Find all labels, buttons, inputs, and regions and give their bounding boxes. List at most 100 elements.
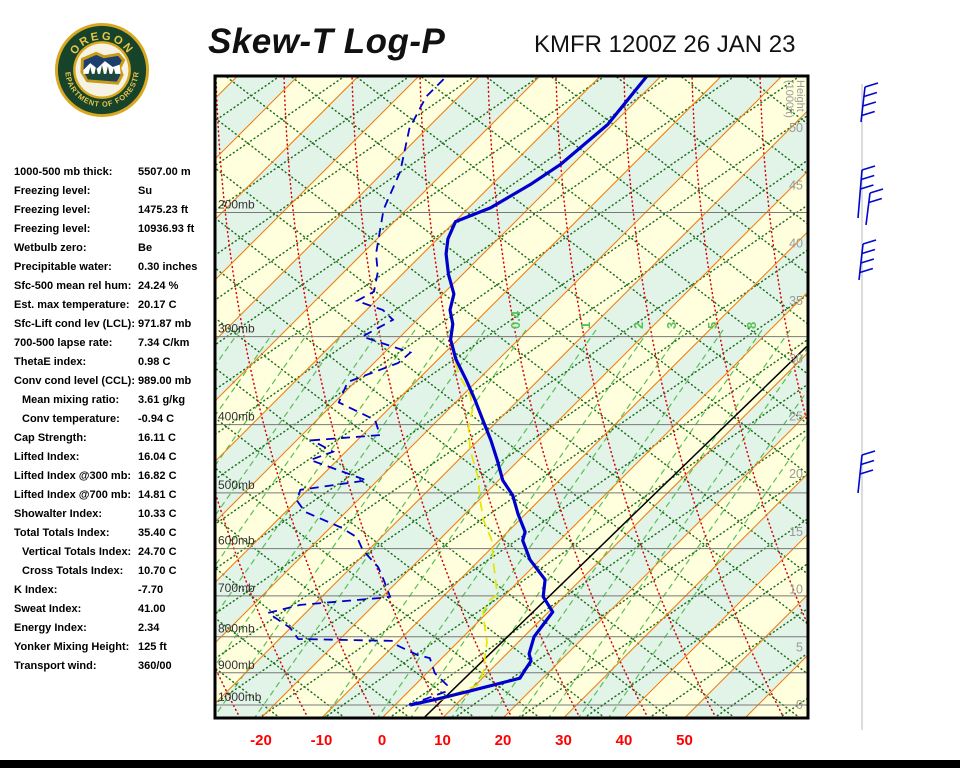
- index-label: Cross Totals Index:: [22, 565, 124, 577]
- index-label: Vertical Totals Index:: [22, 546, 132, 558]
- index-label: Energy Index:: [14, 622, 87, 634]
- temp-axis-label: 10: [434, 732, 451, 749]
- pressure-label: 1000mb: [218, 690, 262, 704]
- index-value: 2.34: [138, 622, 160, 634]
- chart-border: [213, 74, 810, 720]
- index-label: K Index:: [14, 584, 58, 596]
- mixing-ratio-label: 8: [744, 322, 759, 329]
- index-row: Yonker Mixing Height: 125 ft: [14, 638, 219, 657]
- green-dotted-lines-a: [215, 76, 808, 718]
- station-id: KMFR 1200Z 26 JAN 23: [534, 31, 796, 58]
- index-value: 971.87 mb: [138, 318, 192, 330]
- height-label: 5: [796, 640, 803, 654]
- temp-axis-label: 40: [616, 732, 633, 749]
- mixing-ratio-label: 1: [578, 322, 593, 329]
- index-label: Lifted Index @700 mb:: [14, 489, 132, 501]
- index-label: Transport wind:: [14, 660, 97, 672]
- wind-barb: [857, 165, 876, 219]
- index-value: -7.70: [138, 584, 164, 596]
- index-row: Cap Strength: 16.11 C: [14, 429, 219, 448]
- index-value: 5507.00 m: [138, 166, 191, 178]
- index-label: Cap Strength:: [14, 432, 87, 444]
- indices-panel: 1000-500 mb thick: 5507.00 m Freezing leve…: [14, 163, 219, 676]
- index-row: 1000-500 mb thick: 5507.00 m: [14, 163, 219, 182]
- index-value: Be: [138, 242, 153, 254]
- index-label: Freezing level:: [14, 185, 91, 197]
- wind-barb: [865, 188, 884, 226]
- index-row: Energy Index: 2.34: [14, 619, 219, 638]
- index-row: Freezing level: 1475.23 ft: [14, 201, 219, 220]
- height-label: 40: [789, 236, 803, 250]
- mixing-ratio-labels: 0.4 1 2 3 5 8: [508, 310, 759, 329]
- axis-labels: 200mb 300mb 400mb 500mb 600mb 700mb 800mb 900mb…: [218, 80, 806, 749]
- index-label: Sweat Index:: [14, 603, 82, 615]
- temperature-trace: [409, 76, 649, 707]
- index-value: 125 ft: [138, 641, 167, 653]
- temp-axis-label: 30: [555, 732, 572, 749]
- index-label: Total Totals Index:: [14, 527, 110, 539]
- wetbulb-trace: [439, 334, 499, 701]
- index-row: ThetaE index: 0.98 C: [14, 353, 219, 372]
- index-value: 35.40 C: [138, 527, 177, 539]
- pressure-label: 600mb: [218, 534, 255, 548]
- index-label: 1000-500 mb thick:: [14, 166, 113, 178]
- index-row: Lifted Index: 16.04 C: [14, 448, 219, 467]
- temp-axis-label: -20: [250, 732, 272, 749]
- index-value: 0.98 C: [138, 356, 171, 368]
- mixing-ratio-label: 0.4: [508, 310, 523, 329]
- index-row: Sweat Index: 41.00: [14, 600, 219, 619]
- index-row: K Index: -7.70: [14, 581, 219, 600]
- index-value: 0.30 inches: [138, 261, 198, 273]
- index-row: Precipitable water: 0.30 inches: [14, 258, 219, 277]
- index-label: Conv cond level (CCL):: [14, 375, 136, 387]
- index-value: 1475.23 ft: [138, 204, 189, 216]
- index-label: ThetaE index:: [14, 356, 87, 368]
- index-row: Freezing level: Su: [14, 182, 219, 201]
- height-label: 0: [796, 698, 803, 712]
- index-label: Showalter Index:: [14, 508, 103, 520]
- pressure-label: 900mb: [218, 658, 255, 672]
- index-row: Est. max temperature: 20.17 C: [14, 296, 219, 315]
- index-row: Sfc-500 mean rel hum: 24.24 %: [14, 277, 219, 296]
- mixing-ratio-label: 2: [631, 322, 646, 329]
- index-label: Freezing level:: [14, 223, 91, 235]
- index-row: Cross Totals Index: 10.70 C: [14, 562, 219, 581]
- window-bottom-bar: [0, 760, 960, 768]
- index-row: Total Totals Index: 35.40 C: [14, 524, 219, 543]
- height-label: 25: [789, 410, 803, 424]
- pressure-label: 300mb: [218, 322, 255, 336]
- height-axis-caption: Height: [794, 80, 806, 112]
- mixing-ratio-label: 3: [664, 322, 679, 329]
- index-value: 16.82 C: [138, 470, 177, 482]
- index-label: Lifted Index:: [14, 451, 80, 463]
- height-label: 50: [789, 121, 803, 135]
- index-label: 700-500 lapse rate:: [14, 337, 113, 349]
- index-row: Lifted Index @700 mb: 14.81 C: [14, 486, 219, 505]
- page-title: Skew-T Log-P: [208, 22, 446, 61]
- index-value: -0.94 C: [138, 413, 175, 425]
- index-value: 41.00: [138, 603, 166, 615]
- index-row: Freezing level: 10936.93 ft: [14, 220, 219, 239]
- index-row: Conv cond level (CCL): 989.00 mb: [14, 372, 219, 391]
- height-label: 15: [789, 525, 803, 539]
- pressure-label: 500mb: [218, 478, 255, 492]
- wind-barb: [860, 82, 879, 123]
- index-value: Su: [138, 185, 153, 197]
- pressure-label: 200mb: [218, 198, 255, 212]
- pressure-label: 400mb: [218, 410, 255, 424]
- index-row: Mean mixing ratio: 3.61 g/kg: [14, 391, 219, 410]
- temp-axis-label: -10: [311, 732, 333, 749]
- index-value: 24.24 %: [138, 280, 179, 292]
- index-label: Conv temperature:: [22, 413, 120, 425]
- mixing-ratio-label: 5: [705, 322, 720, 329]
- index-value: 16.04 C: [138, 451, 177, 463]
- pressure-label: 800mb: [218, 622, 255, 636]
- index-value: 14.81 C: [138, 489, 177, 501]
- index-value: 3.61 g/kg: [138, 394, 186, 406]
- index-label: Wetbulb zero:: [14, 242, 87, 254]
- wind-barb: [858, 239, 877, 281]
- pressure-label: 700mb: [218, 581, 255, 595]
- height-label: 45: [789, 179, 803, 193]
- height-label: 10: [789, 583, 803, 597]
